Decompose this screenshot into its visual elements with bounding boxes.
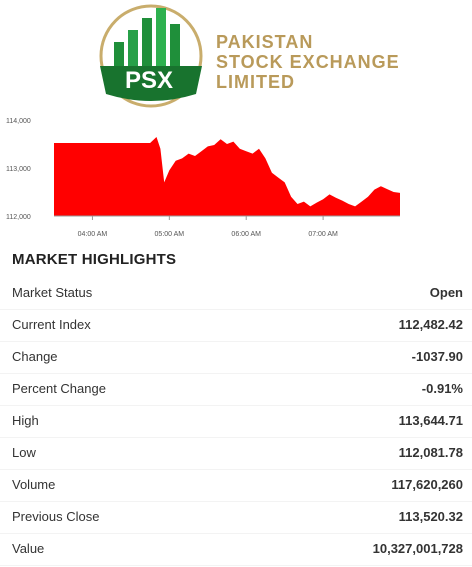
table-row: Percent Change -0.91% (0, 374, 472, 406)
table-row: Volume 117,620,260 (0, 470, 472, 502)
market-highlights-title: MARKET HIGHLIGHTS (12, 251, 177, 268)
table-row: Low 112,081.78 (0, 438, 472, 470)
x-tick-label: 07:00 AM (308, 231, 338, 238)
row-value: 112,081.78 (398, 445, 463, 460)
row-label: Previous Close (12, 509, 100, 524)
row-label: High (12, 413, 39, 428)
row-label: Change (12, 349, 58, 364)
x-tick-label: 04:00 AM (78, 231, 108, 238)
index-area-series (54, 137, 400, 216)
logo-line-2: STOCK EXCHANGE (216, 52, 400, 72)
row-value: 113,644.71 (398, 413, 463, 428)
y-tick-label: 113,000 (6, 166, 31, 173)
table-row: Change -1037.90 (0, 342, 472, 374)
table-row: High 113,644.71 (0, 406, 472, 438)
row-label: Current Index (12, 317, 91, 332)
logo-line-1: PAKISTAN (216, 32, 314, 52)
table-row: Previous Close 113,520.32 (0, 502, 472, 534)
x-tick-label: 05:00 AM (155, 231, 185, 238)
row-value: -1037.90 (411, 349, 463, 364)
y-tick-label: 114,000 (6, 118, 31, 125)
row-label: Value (12, 541, 45, 556)
psx-emblem-icon: PSX (99, 4, 203, 108)
index-chart[interactable]: 114,000 113,000 112,000 04:00 AM 05:00 AM 06:… (0, 108, 472, 248)
table-row: Value 10,327,001,728 (0, 534, 472, 566)
row-value: 112,482.42 (398, 317, 463, 332)
market-highlights-table: Market Status Open Current Index 112,482… (0, 278, 472, 566)
row-label: Volume (12, 477, 56, 492)
header: PSX PAKISTAN STOCK EXCHANGE LIMITED (0, 0, 472, 112)
logo-wordmark: PAKISTAN STOCK EXCHANGE LIMITED (216, 32, 400, 92)
table-row: Current Index 112,482.42 (0, 310, 472, 342)
index-chart-svg: 114,000 113,000 112,000 04:00 AM 05:00 AM 06:… (6, 118, 400, 238)
row-label: Market Status (12, 285, 93, 300)
row-value: Open (429, 285, 463, 300)
row-value: -0.91% (421, 381, 463, 396)
x-tick-label: 06:00 AM (231, 231, 261, 238)
psx-logo[interactable]: PSX PAKISTAN STOCK EXCHANGE LIMITED (96, 4, 399, 108)
logo-line-3: LIMITED (216, 72, 295, 92)
row-label: Percent Change (12, 381, 106, 396)
row-value: 117,620,260 (391, 477, 463, 492)
logo-initials: PSX (125, 67, 173, 94)
table-row: Market Status Open (0, 278, 472, 310)
row-value: 113,520.32 (398, 509, 463, 524)
y-tick-label: 112,000 (6, 214, 31, 221)
row-label: Low (12, 445, 36, 460)
row-value: 10,327,001,728 (372, 541, 463, 556)
